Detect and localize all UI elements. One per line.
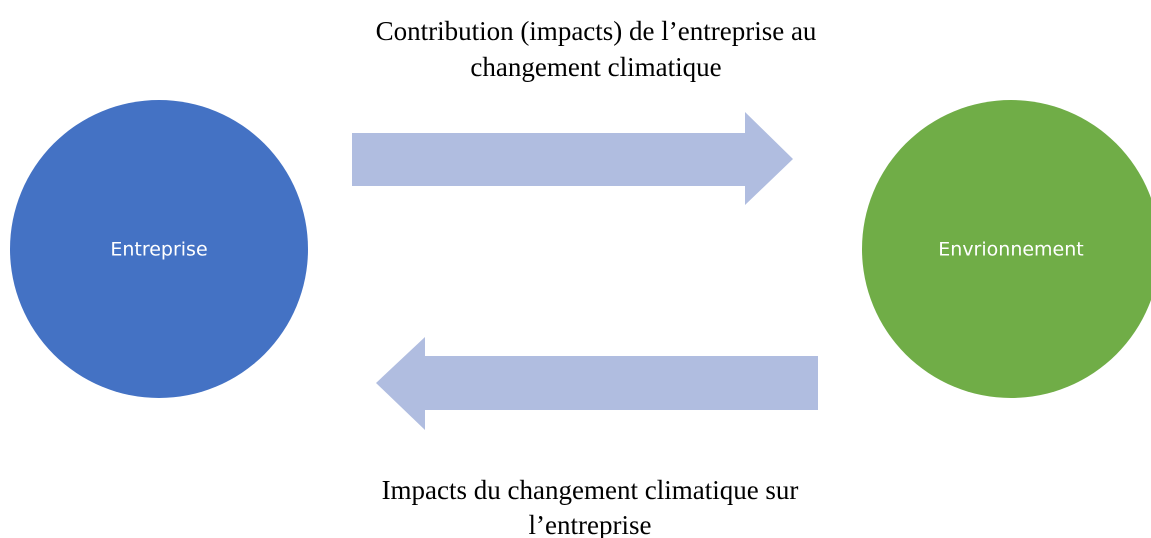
edge-label: Contribution (impacts) de l’entreprise a… — [376, 16, 817, 46]
node-circle — [862, 100, 1151, 398]
node-label: Entreprise — [110, 239, 207, 261]
node-label: Envrionnement — [938, 239, 1083, 261]
arrow-right — [352, 112, 793, 205]
edge-label: l’entreprise — [529, 510, 652, 538]
edge-label: Impacts du changement climatique sur — [382, 475, 799, 505]
arrow-left — [376, 337, 818, 430]
edge-label: changement climatique — [470, 52, 721, 82]
node-circle — [10, 100, 308, 398]
